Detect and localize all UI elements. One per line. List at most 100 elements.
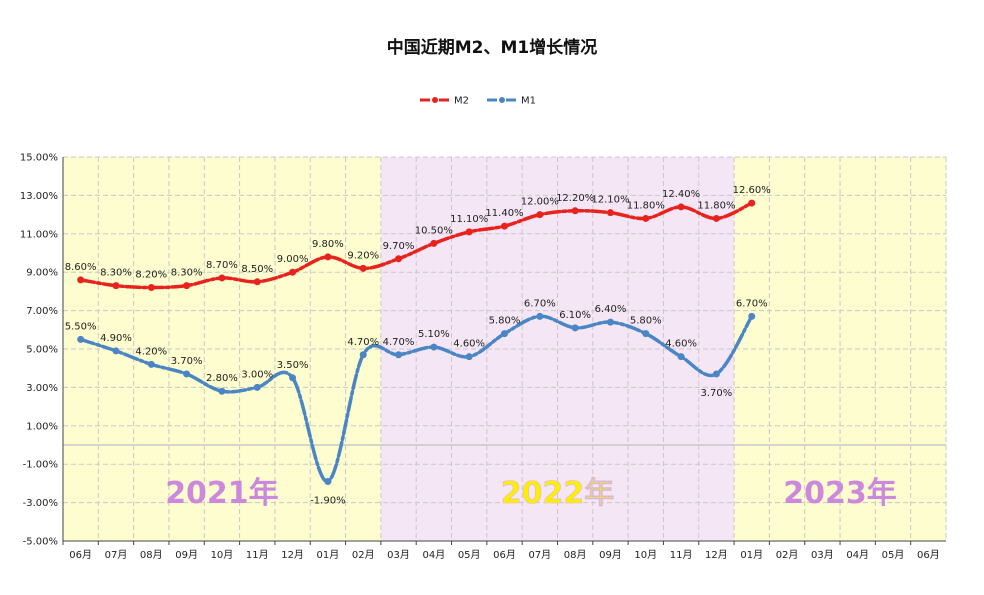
data-label-m1: 4.20%: [135, 346, 167, 357]
data-point-m1: [77, 335, 85, 343]
data-label-m2: 11.80%: [627, 200, 665, 211]
data-point-m2: [147, 284, 155, 292]
x-tick-label: 01月: [317, 549, 340, 561]
x-tick-label: 10月: [634, 549, 657, 561]
data-label-m1: 3.50%: [277, 360, 309, 371]
data-point-m2: [395, 255, 403, 263]
data-label-m2: 9.70%: [383, 241, 415, 252]
y-tick-label: 15.00%: [20, 153, 58, 164]
x-tick-label: 11月: [246, 549, 269, 561]
data-label-m1: 4.90%: [100, 333, 132, 344]
y-tick-label: 11.00%: [20, 229, 58, 240]
legend-marker: [499, 97, 505, 103]
data-label-m1: 5.80%: [489, 316, 521, 327]
data-point-m2: [183, 282, 191, 290]
data-point-m2: [606, 209, 614, 217]
data-point-m2: [430, 239, 438, 247]
legend-label: M2: [454, 96, 469, 107]
data-label-m2: 8.60%: [65, 262, 97, 273]
y-tick-label: 13.00%: [20, 191, 58, 202]
data-point-m2: [642, 214, 650, 222]
data-label-m2: 10.50%: [415, 225, 453, 236]
data-label-m2: 8.30%: [100, 268, 132, 279]
y-tick-label: -1.00%: [23, 460, 58, 471]
data-label-m1: 4.60%: [665, 339, 697, 350]
data-point-m2: [748, 199, 756, 207]
data-point-m1: [606, 318, 614, 326]
y-tick-label: -3.00%: [23, 498, 58, 509]
data-label-m2: 12.40%: [662, 189, 700, 200]
y-tick-label: 9.00%: [26, 268, 58, 279]
x-tick-label: 07月: [528, 549, 551, 561]
data-point-m2: [112, 282, 120, 290]
data-label-m2: 9.20%: [347, 250, 379, 261]
legend: M2 M1: [420, 96, 536, 107]
x-tick-label: 09月: [599, 549, 622, 561]
data-point-m1: [501, 330, 508, 338]
data-point-m1: [465, 353, 473, 361]
data-point-m1: [536, 312, 544, 320]
data-point-m1: [677, 353, 685, 361]
x-tick-label: 05月: [458, 549, 481, 561]
data-point-m1: [712, 370, 720, 378]
data-point-m1: [359, 351, 367, 359]
data-label-m2: 12.00%: [521, 197, 559, 208]
y-tick-label: 3.00%: [26, 383, 58, 394]
x-tick-label: 03月: [387, 549, 410, 561]
data-label-m1: 5.50%: [65, 321, 97, 332]
data-label-m2: 9.00%: [277, 254, 309, 265]
data-point-m1: [253, 383, 261, 391]
data-label-m1: 4.70%: [347, 337, 379, 348]
data-label-m2: 12.10%: [591, 195, 629, 206]
data-label-m1: 6.70%: [524, 298, 556, 309]
data-point-m2: [253, 278, 261, 286]
data-label-m1: 3.70%: [701, 388, 733, 399]
data-label-m2: 8.20%: [135, 270, 167, 281]
x-tick-label: 06月: [917, 549, 940, 561]
data-point-m1: [324, 477, 332, 485]
data-point-m2: [218, 274, 226, 282]
data-label-m1: -1.90%: [310, 495, 345, 506]
data-label-m1: 4.70%: [383, 337, 415, 348]
data-label-m1: 2.80%: [206, 373, 238, 384]
x-tick-label: 05月: [882, 549, 905, 561]
x-tick-label: 12月: [281, 549, 304, 561]
y-tick-label: 1.00%: [26, 421, 58, 432]
x-tick-label: 11月: [670, 549, 693, 561]
x-tick-label: 10月: [211, 549, 234, 561]
data-label-m2: 8.50%: [241, 264, 273, 275]
data-label-m1: 5.80%: [630, 316, 662, 327]
data-point-m2: [501, 222, 508, 230]
data-point-m1: [218, 387, 226, 395]
data-label-m2: 8.30%: [171, 268, 203, 279]
data-point-m2: [465, 228, 473, 236]
data-label-m2: 8.70%: [206, 260, 238, 271]
data-point-m1: [147, 360, 155, 368]
data-point-m1: [289, 374, 297, 382]
x-tick-label: 01月: [740, 549, 763, 561]
x-tick-label: 08月: [564, 549, 587, 561]
x-tick-label: 02月: [776, 549, 799, 561]
data-point-m2: [324, 253, 332, 261]
data-label-m1: 4.60%: [453, 339, 485, 350]
x-tick-label: 09月: [175, 549, 198, 561]
x-tick-label: 06月: [493, 549, 516, 561]
data-label-m1: 3.00%: [241, 369, 273, 380]
data-label-m2: 11.80%: [697, 200, 735, 211]
period-label: 2023年: [783, 476, 897, 511]
data-point-m2: [712, 214, 720, 222]
data-label-m2: 12.20%: [556, 193, 594, 204]
legend-marker: [432, 97, 438, 103]
data-point-m2: [77, 276, 85, 284]
data-label-m1: 3.70%: [171, 356, 203, 367]
x-tick-label: 02月: [352, 549, 375, 561]
data-point-m2: [289, 268, 297, 276]
legend-label: M1: [521, 96, 536, 107]
data-point-m2: [359, 264, 367, 272]
x-tick-label: 12月: [705, 549, 728, 561]
x-tick-label: 07月: [105, 549, 128, 561]
data-point-m1: [183, 370, 191, 378]
data-point-m1: [430, 343, 438, 351]
x-tick-label: 04月: [846, 549, 869, 561]
data-label-m2: 11.40%: [485, 208, 523, 219]
